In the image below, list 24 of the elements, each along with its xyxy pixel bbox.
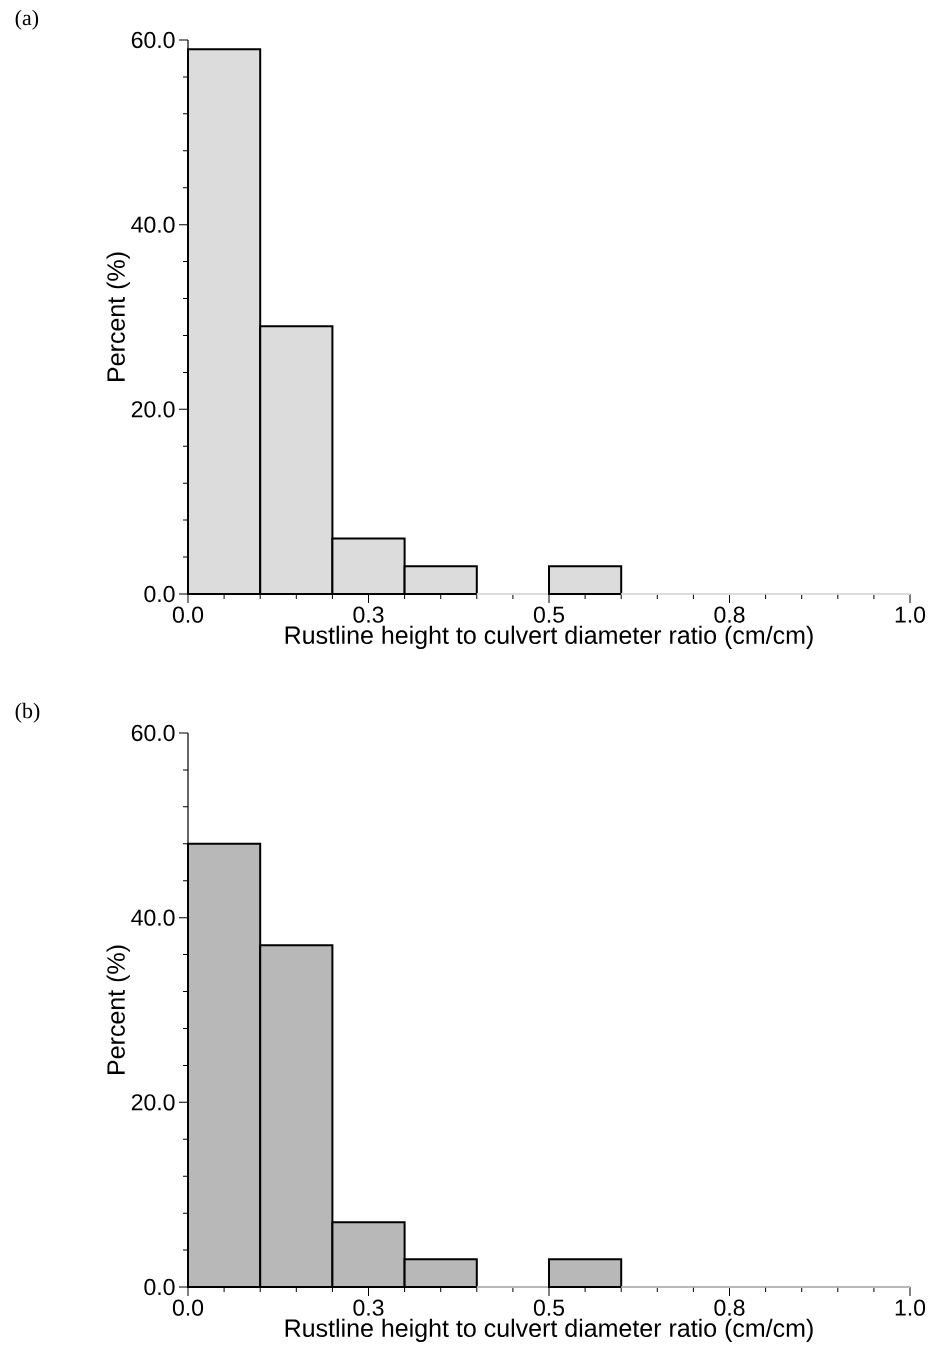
y-tick-label: 60.0 <box>131 724 175 742</box>
y-tick-label: 60.0 <box>131 31 175 49</box>
y-tick-label: 20.0 <box>131 401 175 418</box>
x-tick-label: 1.0 <box>895 606 926 623</box>
x-tick-label: 0.3 <box>353 606 384 623</box>
x-tick-label: 0.3 <box>353 1299 384 1316</box>
x-tick-label: 0.0 <box>172 606 204 623</box>
x-tick-label: 1.0 <box>895 1299 926 1316</box>
y-axis-title: Percent (%) <box>106 252 130 381</box>
chart-title: (b) <box>15 702 40 723</box>
y-tick-label: 0.0 <box>144 1278 175 1296</box>
chart-title: (a) <box>15 9 39 30</box>
y-tick-label: 20.0 <box>131 1094 175 1111</box>
y-axis-title: Percent (%) <box>106 945 130 1074</box>
x-tick-label: 0.8 <box>714 1299 745 1316</box>
y-tick-label: 0.0 <box>144 585 175 603</box>
x-tick-label: 0.0 <box>172 1299 204 1316</box>
x-tick-label: 0.8 <box>714 606 745 623</box>
y-tick-label: 40.0 <box>131 909 175 926</box>
x-tick-label: 0.5 <box>533 1299 565 1316</box>
y-tick-label: 40.0 <box>131 216 175 233</box>
x-axis-title: Rustline height to culvert diameter ratio (cm/cm) <box>285 625 813 649</box>
x-axis-title: Rustline height to culvert diameter ratio (cm/cm) <box>285 1318 813 1342</box>
x-tick-label: 0.5 <box>533 606 565 623</box>
